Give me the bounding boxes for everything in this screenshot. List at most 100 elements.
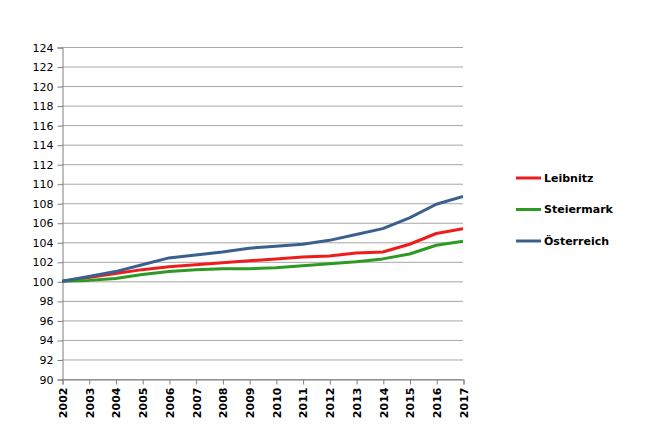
tick-mark	[276, 380, 277, 385]
tick-mark	[58, 165, 63, 166]
tick: 2005	[137, 380, 150, 419]
tick: 110	[33, 178, 63, 191]
tick-mark	[330, 380, 331, 385]
tick-mark	[89, 380, 90, 385]
tick-label: 2002	[57, 388, 70, 419]
legend: Leibnitz Steiermark Österreich	[516, 172, 614, 248]
tick-label: 94	[40, 334, 54, 347]
tick-label: 114	[33, 139, 54, 152]
tick-label: 120	[33, 81, 54, 94]
y-axis: 90 92 94 96 98 100 102 104 106 108 110 112 114 116 118…	[33, 42, 64, 387]
legend-item: Steiermark	[516, 203, 614, 216]
tick: 2009	[244, 380, 257, 419]
axis-line	[58, 48, 64, 380]
tick: 2003	[84, 380, 97, 419]
tick-label: 116	[33, 120, 54, 133]
tick-mark	[143, 380, 144, 385]
tick: 98	[40, 295, 63, 308]
tick-mark	[437, 380, 438, 385]
tick-mark	[196, 380, 197, 385]
tick-label: 2005	[137, 388, 150, 419]
tick-mark	[169, 380, 170, 385]
grid-line	[62, 223, 463, 224]
tick-mark	[58, 126, 63, 127]
tick-mark	[116, 380, 117, 385]
tick-label: 90	[40, 374, 54, 387]
axis-line	[63, 380, 464, 385]
tick-mark	[58, 106, 63, 107]
tick-mark	[58, 145, 63, 146]
tick: 116	[33, 120, 63, 133]
tick: 2007	[191, 380, 204, 419]
grid-line	[62, 184, 463, 185]
tick-label: 2006	[164, 387, 177, 418]
tick: 90	[40, 374, 63, 387]
legend-label: Steiermark	[544, 203, 614, 216]
tick: 122	[33, 61, 63, 74]
chart: 90 92 94 96 98 100 102 104 106 108 110 112 114 116 118…	[0, 0, 669, 432]
tick: 2014	[378, 380, 391, 419]
tick-mark	[58, 48, 63, 49]
tick-mark	[58, 321, 63, 322]
tick-label: 112	[33, 159, 54, 172]
tick-label: 2015	[404, 388, 417, 419]
tick: 102	[33, 256, 63, 269]
tick-label: 2017	[458, 388, 471, 419]
series-line	[62, 229, 463, 282]
tick-label: 124	[33, 42, 54, 55]
tick-label: 102	[33, 256, 54, 269]
grid	[62, 48, 463, 380]
tick-label: 2016	[431, 387, 444, 418]
tick: 2012	[324, 380, 337, 419]
tick-label: 2011	[297, 388, 310, 419]
tick: 96	[40, 315, 63, 328]
tick-label: 2014	[378, 387, 391, 418]
grid-line	[62, 164, 463, 165]
tick: 120	[33, 81, 63, 94]
tick: 2006	[164, 380, 177, 419]
tick-mark	[250, 380, 251, 385]
legend-item: Österreich	[516, 234, 609, 248]
x-axis: 2002200320042005200620072008200920102011…	[57, 380, 471, 419]
legend-item: Leibnitz	[516, 172, 593, 185]
grid-line	[62, 320, 463, 321]
tick-label: 106	[33, 217, 54, 230]
tick: 2016	[431, 380, 444, 419]
plot-area	[62, 196, 463, 281]
grid-line	[62, 340, 463, 341]
legend-label: Österreich	[544, 234, 609, 248]
tick: 2002	[57, 380, 70, 419]
grid-line	[62, 281, 463, 282]
tick-mark	[58, 380, 63, 381]
tick-mark	[58, 87, 63, 88]
tick-label: 104	[33, 237, 54, 250]
grid-line	[62, 359, 463, 360]
tick-mark	[223, 380, 224, 385]
tick-label: 96	[40, 315, 54, 328]
tick: 124	[33, 42, 63, 55]
legend-label: Leibnitz	[544, 172, 593, 185]
tick-mark	[58, 301, 63, 302]
tick: 2010	[271, 380, 284, 419]
grid-line	[62, 125, 463, 126]
tick-mark	[58, 282, 63, 283]
tick-mark	[58, 360, 63, 361]
tick-label: 92	[40, 354, 54, 367]
tick-mark	[58, 184, 63, 185]
tick-label: 2007	[191, 388, 204, 419]
tick-label: 2008	[217, 388, 230, 419]
tick-mark	[58, 340, 63, 341]
tick-label: 110	[33, 178, 54, 191]
tick-label: 118	[33, 100, 54, 113]
tick-label: 98	[40, 295, 54, 308]
tick: 118	[33, 100, 63, 113]
grid-line	[62, 145, 463, 146]
tick: 112	[33, 159, 63, 172]
tick-mark	[58, 243, 63, 244]
tick: 108	[33, 198, 63, 211]
grid-line	[62, 242, 463, 243]
tick: 114	[33, 139, 63, 152]
grid-line	[62, 67, 463, 68]
tick-label: 100	[33, 276, 54, 289]
tick: 92	[40, 354, 63, 367]
